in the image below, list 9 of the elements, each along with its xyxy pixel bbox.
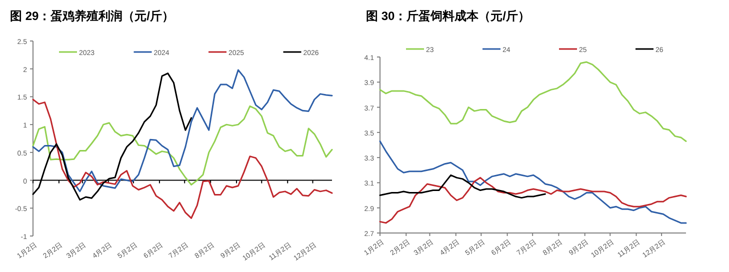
chart-title: 图 29：蛋鸡养殖利润（元/斤） xyxy=(10,9,174,23)
line-series xyxy=(379,174,546,199)
line-series xyxy=(379,61,687,142)
line-series xyxy=(32,105,333,186)
line-series xyxy=(32,69,333,192)
line-series xyxy=(379,176,687,224)
line-series xyxy=(379,140,687,224)
chart-title: 图 30：斤蛋饲料成本（元/斤） xyxy=(366,9,530,23)
line-series xyxy=(32,98,333,219)
